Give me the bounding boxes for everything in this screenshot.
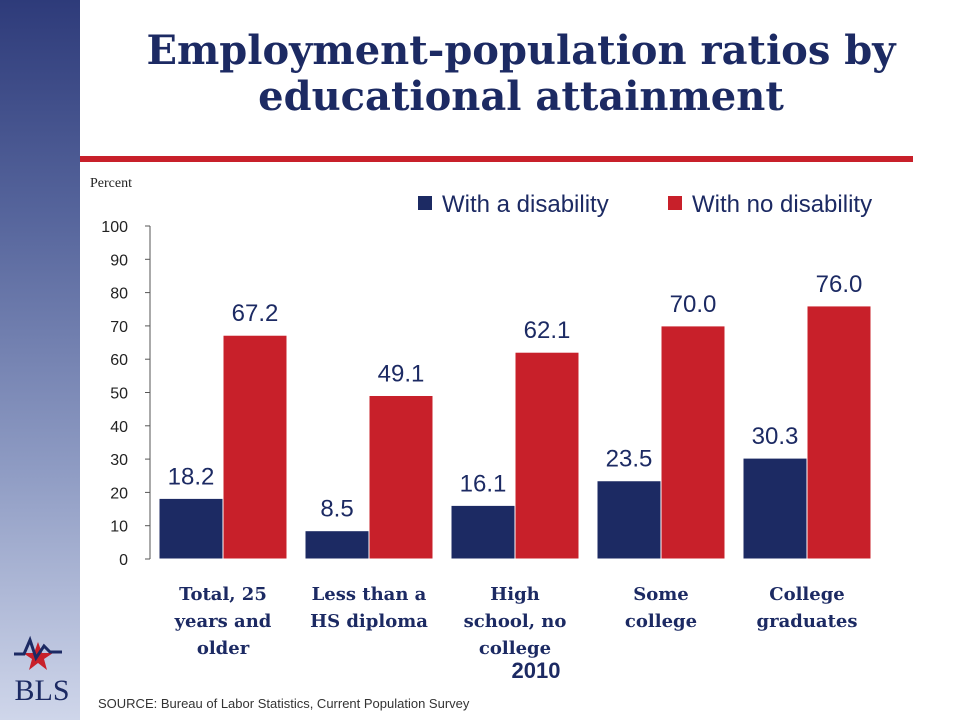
bar-with-no-disability bbox=[514, 351, 580, 560]
y-tick-label: 40 bbox=[110, 419, 128, 436]
bar-with-disability bbox=[450, 504, 516, 560]
logo-text: BLS bbox=[14, 674, 70, 707]
sidebar-band bbox=[0, 0, 80, 720]
category-label-line: High bbox=[490, 584, 540, 605]
bar-with-disability bbox=[596, 480, 662, 560]
bar-with-disability bbox=[742, 457, 808, 560]
legend-label: With no disability bbox=[692, 191, 872, 218]
data-label: 70.0 bbox=[670, 291, 717, 318]
bar-with-no-disability bbox=[222, 334, 288, 560]
y-tick-label: 100 bbox=[101, 219, 128, 236]
y-tick-label: 10 bbox=[110, 519, 128, 536]
category-label: High school, no college bbox=[464, 584, 567, 659]
data-label: 30.3 bbox=[752, 423, 799, 450]
category-label: College graduates bbox=[757, 584, 858, 632]
category-label-line: HS diploma bbox=[310, 611, 428, 632]
category-label-line: College bbox=[769, 584, 845, 605]
data-label: 76.0 bbox=[816, 271, 863, 298]
y-tick-label: 0 bbox=[119, 552, 128, 569]
bar-with-no-disability bbox=[806, 305, 872, 560]
data-label: 49.1 bbox=[378, 360, 425, 387]
legend-swatch bbox=[418, 196, 432, 210]
page-title: Employment-population ratios by educatio… bbox=[146, 27, 896, 120]
source-note: SOURCE: Bureau of Labor Statistics, Curr… bbox=[98, 696, 470, 711]
category-label-line: Some bbox=[633, 584, 689, 605]
category-label: Less than a HS diploma bbox=[310, 584, 428, 632]
category-label-line: Total, 25 bbox=[179, 584, 267, 605]
category-label-line: Less than a bbox=[312, 584, 427, 605]
bls-logo bbox=[14, 635, 62, 670]
category-label-line: college bbox=[479, 638, 551, 659]
data-label: 18.2 bbox=[168, 463, 215, 490]
data-label: 23.5 bbox=[606, 446, 653, 473]
category-label-line: school, no bbox=[464, 611, 567, 632]
data-label: 67.2 bbox=[232, 300, 279, 327]
category-label: Some college bbox=[625, 584, 697, 632]
data-label: 16.1 bbox=[460, 470, 507, 497]
y-tick-label: 90 bbox=[110, 252, 128, 269]
bar-with-no-disability bbox=[368, 394, 434, 560]
bar-with-disability bbox=[158, 497, 224, 560]
category-label-line: years and bbox=[174, 611, 272, 632]
y-tick-label: 30 bbox=[110, 452, 128, 469]
legend-label: With a disability bbox=[442, 191, 609, 218]
y-tick-label: 60 bbox=[110, 352, 128, 369]
logo-line-icon bbox=[14, 635, 62, 662]
y-tick-label: 80 bbox=[110, 286, 128, 303]
bar-with-no-disability bbox=[660, 325, 726, 560]
bar-with-disability bbox=[304, 530, 370, 560]
data-label: 62.1 bbox=[524, 317, 571, 344]
category-label-line: graduates bbox=[757, 611, 858, 632]
category-label: Total, 25 years and older bbox=[174, 584, 272, 659]
y-tick-label: 20 bbox=[110, 485, 128, 502]
y-unit-label: Percent bbox=[90, 176, 132, 191]
y-tick-label: 70 bbox=[110, 319, 128, 336]
accent-rule bbox=[80, 156, 913, 162]
data-label: 8.5 bbox=[320, 496, 353, 523]
category-label-line: college bbox=[625, 611, 697, 632]
legend-swatch bbox=[668, 196, 682, 210]
category-label-line: older bbox=[197, 638, 250, 659]
x-axis-label: 2010 bbox=[512, 658, 561, 683]
y-tick-label: 50 bbox=[110, 386, 128, 403]
